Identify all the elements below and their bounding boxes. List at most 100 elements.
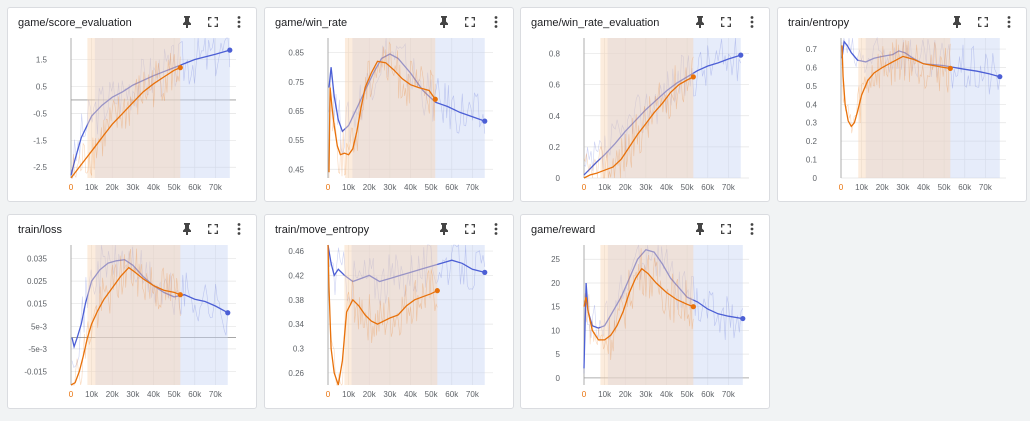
y-tick-label: 5e-3 bbox=[31, 322, 48, 331]
y-tick-label: 0 bbox=[556, 174, 561, 183]
orange-raw-line bbox=[841, 39, 951, 134]
chart-card: train/entropy 0.7 0.6 0.5 0.4 0.3 0.2 0.1 0 0 10k 2… bbox=[777, 7, 1027, 202]
card-toolbar bbox=[431, 13, 509, 31]
y-tick-label: 0.025 bbox=[27, 277, 48, 286]
orange-end-point bbox=[432, 96, 438, 102]
blue-noise-band bbox=[94, 38, 230, 178]
more-vert-icon[interactable] bbox=[996, 13, 1022, 31]
more-vert-icon[interactable] bbox=[739, 220, 765, 238]
x-tick-label: 0 bbox=[326, 390, 331, 399]
y-tick-label: 0.2 bbox=[549, 143, 561, 152]
fullscreen-icon[interactable] bbox=[713, 220, 739, 238]
x-tick-label: 60k bbox=[445, 183, 459, 192]
x-tick-label: 60k bbox=[188, 390, 202, 399]
fullscreen-icon[interactable] bbox=[713, 13, 739, 31]
card-toolbar bbox=[687, 13, 765, 31]
x-tick-label: 70k bbox=[466, 390, 480, 399]
pin-icon[interactable] bbox=[174, 13, 200, 31]
y-tick-label: 0.6 bbox=[806, 63, 818, 72]
y-tick-label: 0.3 bbox=[293, 344, 305, 353]
fullscreen-icon[interactable] bbox=[457, 220, 483, 238]
x-tick-label: 10k bbox=[855, 183, 869, 192]
y-tick-label: 0.8 bbox=[549, 50, 561, 59]
x-tick-label: 20k bbox=[876, 183, 890, 192]
more-vert-icon[interactable] bbox=[483, 13, 509, 31]
fullscreen-icon[interactable] bbox=[200, 13, 226, 31]
x-tick-label: 30k bbox=[126, 183, 140, 192]
orange-noise-band bbox=[344, 245, 438, 385]
y-tick-label: 0.4 bbox=[806, 100, 818, 109]
pin-icon[interactable] bbox=[431, 13, 457, 31]
y-tick-label: 0.65 bbox=[288, 107, 304, 116]
y-tick-label: 0 bbox=[813, 174, 818, 183]
y-tick-label: 1.5 bbox=[36, 56, 48, 65]
y-tick-label: 0.6 bbox=[549, 81, 561, 90]
plot-area: 0.8 0.6 0.4 0.2 0 0 10k 20k 30k 40k 50k 60k 70k bbox=[549, 37, 749, 192]
x-tick-label: 70k bbox=[722, 183, 736, 192]
more-vert-icon[interactable] bbox=[739, 13, 765, 31]
blue-end-point bbox=[997, 74, 1003, 80]
x-tick-label: 20k bbox=[363, 183, 377, 192]
x-tick-label: 40k bbox=[147, 390, 161, 399]
chart-card: game/win_rate_evaluation 0.8 0.6 0.4 0.2 0 0 10… bbox=[520, 7, 770, 202]
x-tick-label: 70k bbox=[979, 183, 993, 192]
card-toolbar bbox=[174, 13, 252, 31]
x-tick-label: 40k bbox=[404, 390, 418, 399]
chart-title: game/win_rate_evaluation bbox=[531, 17, 660, 29]
pin-icon[interactable] bbox=[687, 220, 713, 238]
y-tick-label: 0.5 bbox=[806, 82, 818, 91]
y-tick-label: -2.5 bbox=[33, 163, 47, 172]
x-tick-label: 40k bbox=[660, 183, 674, 192]
more-vert-icon[interactable] bbox=[226, 220, 252, 238]
blue-raw-line bbox=[71, 244, 229, 368]
x-tick-label: 20k bbox=[619, 390, 633, 399]
orange-end-point bbox=[947, 65, 953, 71]
x-tick-label: 50k bbox=[425, 183, 439, 192]
more-vert-icon[interactable] bbox=[483, 220, 509, 238]
blue-end-point bbox=[740, 315, 746, 322]
x-tick-label: 30k bbox=[383, 183, 397, 192]
x-tick-label: 0 bbox=[69, 183, 74, 192]
blue-end-point bbox=[225, 310, 231, 316]
orange-noise-band bbox=[87, 245, 181, 385]
y-tick-label: 0.45 bbox=[288, 165, 304, 174]
fullscreen-icon[interactable] bbox=[200, 220, 226, 238]
orange-noise-band bbox=[87, 38, 181, 178]
x-tick-label: 0 bbox=[839, 183, 844, 192]
fullscreen-icon[interactable] bbox=[970, 13, 996, 31]
chart-title: train/entropy bbox=[788, 17, 850, 29]
blue-end-point bbox=[482, 269, 488, 275]
blue-noise-band bbox=[607, 245, 743, 385]
card-toolbar bbox=[431, 220, 509, 238]
y-tick-label: 0.7 bbox=[806, 45, 818, 54]
x-tick-label: 30k bbox=[639, 183, 653, 192]
more-vert-icon[interactable] bbox=[226, 13, 252, 31]
card-toolbar bbox=[944, 13, 1022, 31]
y-tick-label: 0.1 bbox=[806, 156, 818, 165]
y-tick-label: 0.26 bbox=[288, 369, 304, 378]
x-tick-label: 70k bbox=[466, 183, 480, 192]
pin-icon[interactable] bbox=[431, 220, 457, 238]
chart-title: train/move_entropy bbox=[275, 224, 370, 236]
chart-title: train/loss bbox=[18, 224, 63, 236]
orange-series-line bbox=[583, 267, 694, 341]
y-tick-label: -1.5 bbox=[33, 136, 47, 145]
blue-raw-line bbox=[71, 37, 231, 179]
fullscreen-icon[interactable] bbox=[457, 13, 483, 31]
pin-icon[interactable] bbox=[174, 220, 200, 238]
x-tick-label: 70k bbox=[209, 390, 223, 399]
chart-title: game/reward bbox=[531, 224, 596, 236]
plot-area: 0.7 0.6 0.5 0.4 0.3 0.2 0.1 0 0 10k 20k 30k 40k 50k 60… bbox=[806, 36, 1006, 192]
plot-area: 0.46 0.42 0.38 0.34 0.3 0.26 0 10k 20k 30k 40k 50k 6… bbox=[288, 244, 493, 399]
orange-series-line bbox=[841, 45, 951, 128]
x-tick-label: 60k bbox=[701, 390, 715, 399]
blue-series-line bbox=[583, 54, 741, 176]
pin-icon[interactable] bbox=[687, 13, 713, 31]
y-tick-label: 20 bbox=[551, 279, 560, 288]
x-tick-label: 30k bbox=[126, 390, 140, 399]
y-tick-label: 10 bbox=[551, 326, 560, 335]
x-tick-label: 70k bbox=[722, 390, 736, 399]
pin-icon[interactable] bbox=[944, 13, 970, 31]
orange-series-line bbox=[583, 76, 694, 179]
chart-card: train/move_entropy 0.46 0.42 0.38 0.34 0.3 0.2… bbox=[264, 214, 514, 409]
